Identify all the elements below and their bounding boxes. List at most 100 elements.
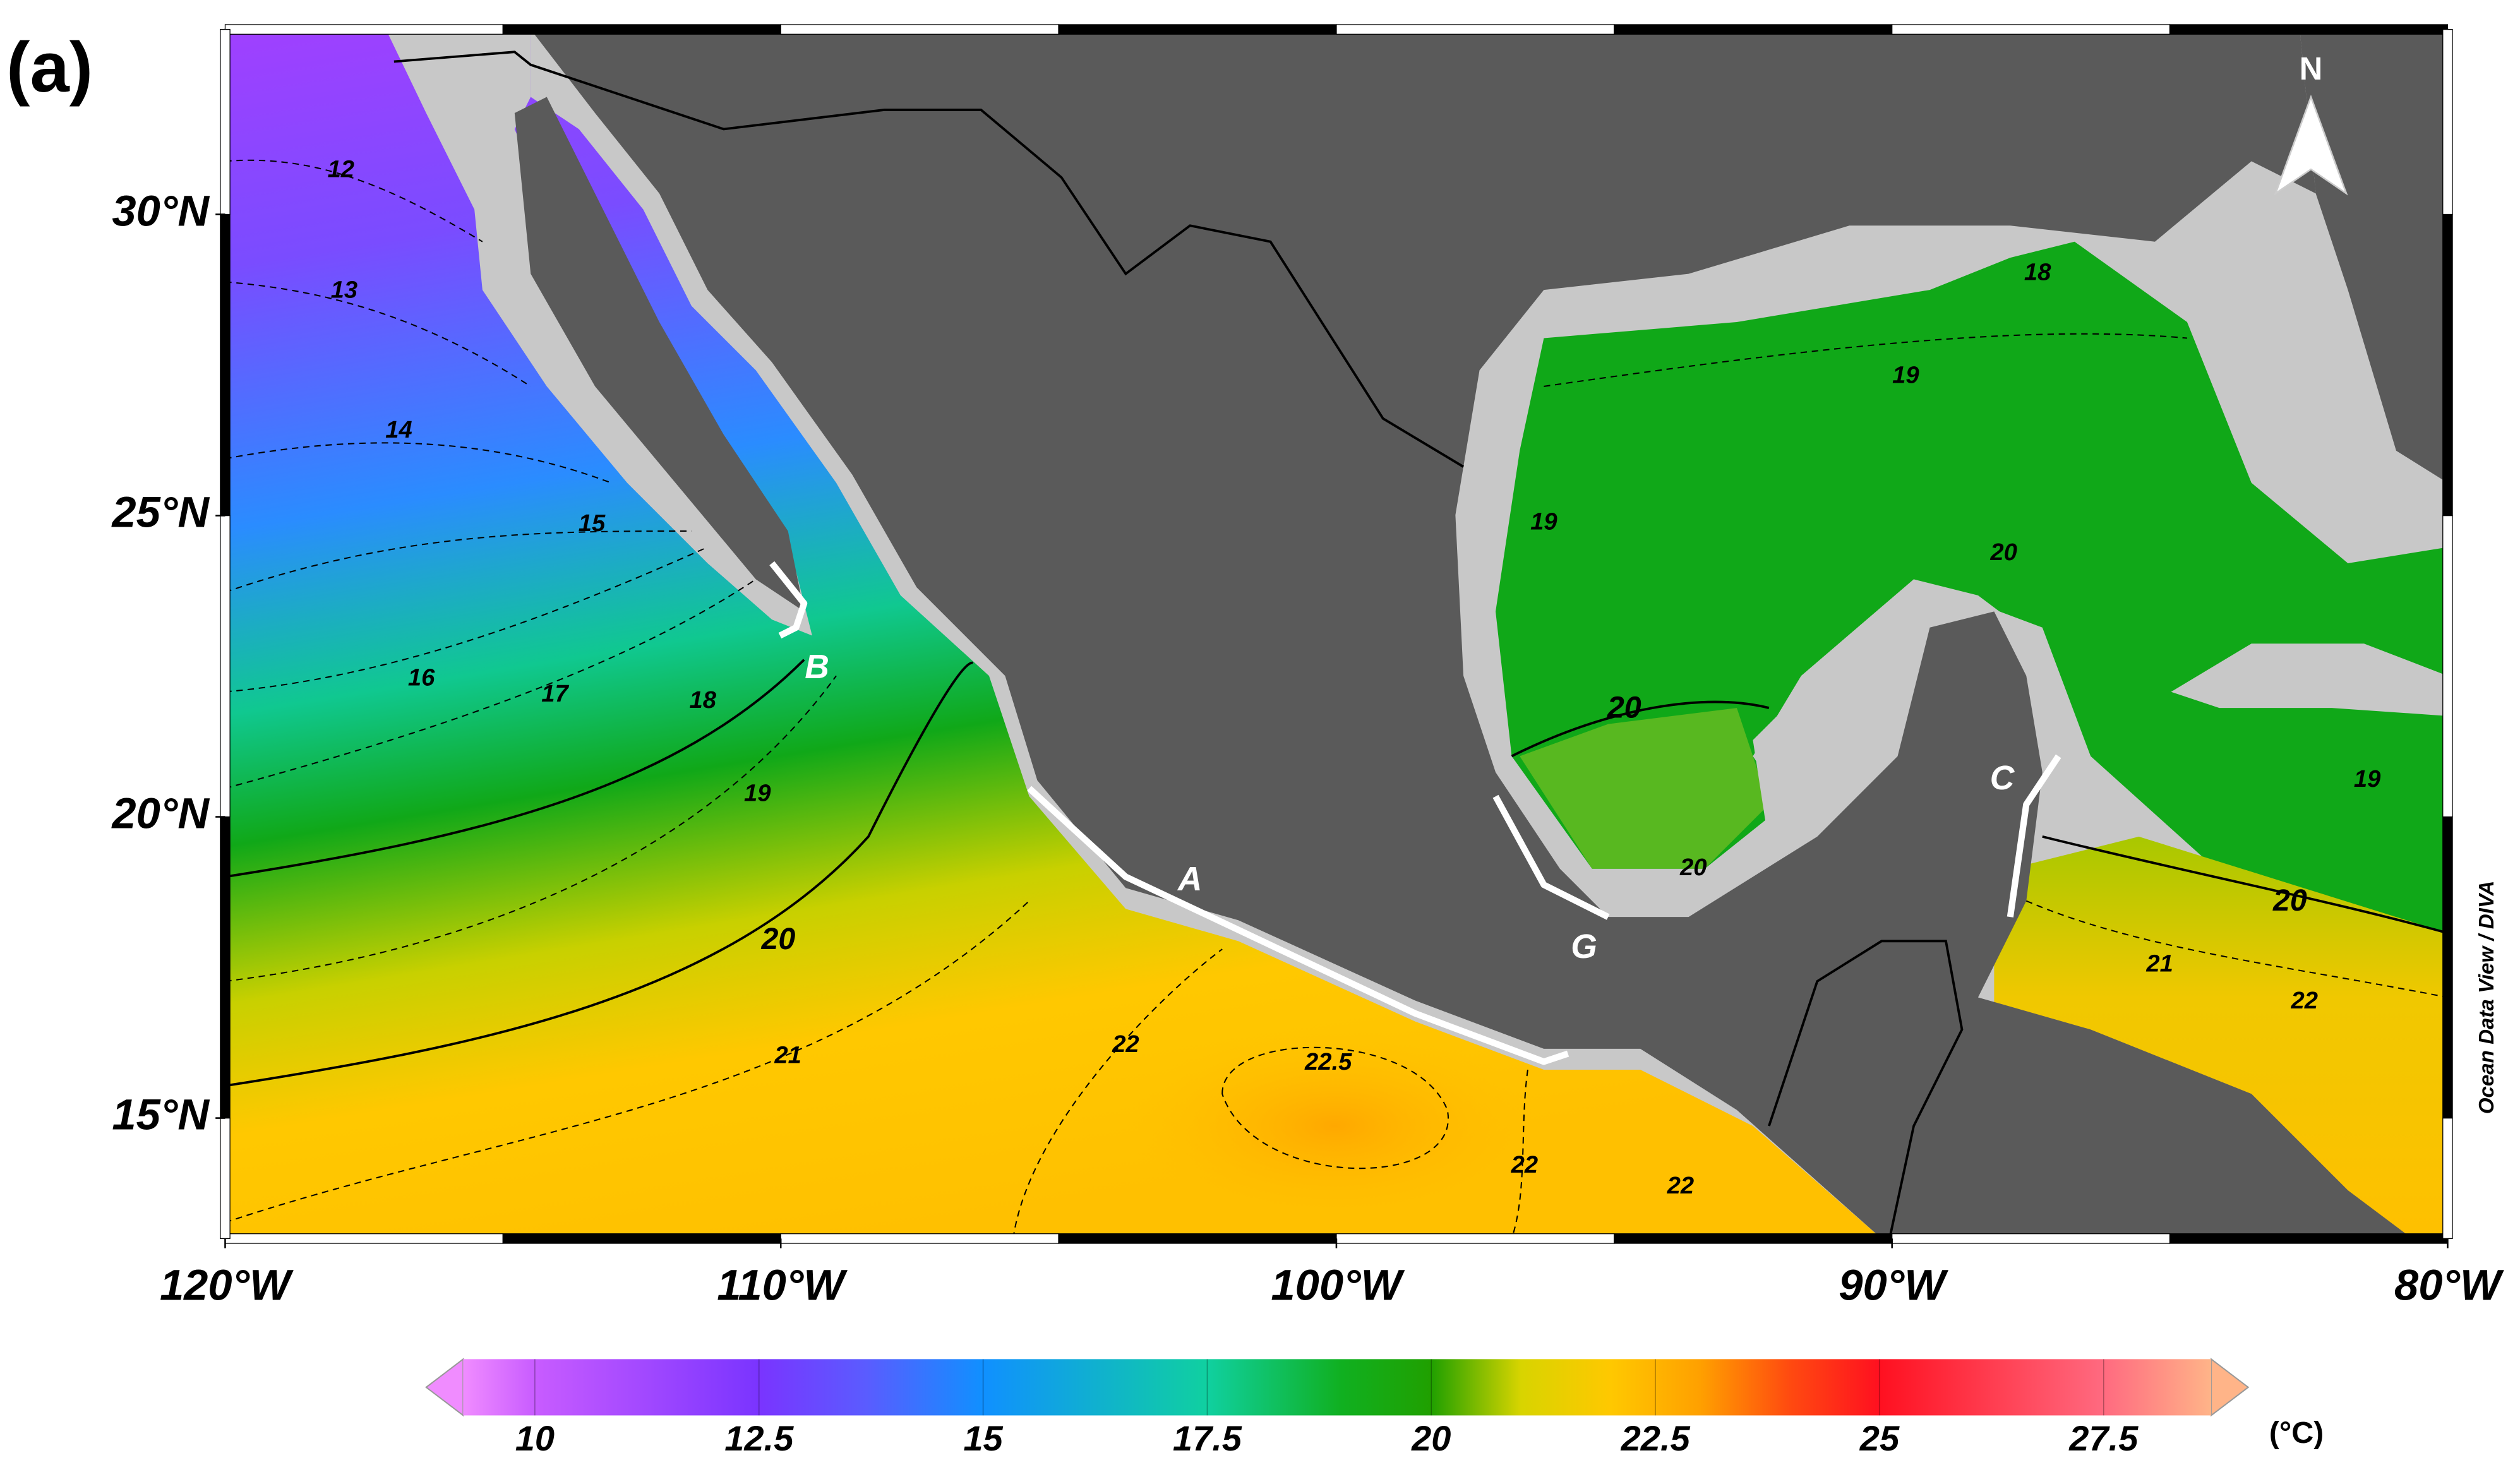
colorbar-tick-label: 17.5 — [1173, 1418, 1242, 1458]
frame-segment — [220, 515, 231, 818]
lat-tick-label: 20°N — [111, 789, 210, 838]
frame-segment — [224, 24, 503, 35]
contour-line — [225, 281, 531, 387]
transect-b — [769, 561, 808, 639]
contour-label: 12 — [328, 156, 354, 183]
lon-tick-label: 100°W — [1271, 1260, 1405, 1309]
colorbar-tick-label: 12.5 — [724, 1418, 794, 1458]
frame-segment — [2442, 28, 2453, 215]
north-arrow — [2274, 94, 2348, 196]
contour-label: 22 — [1511, 1151, 1538, 1178]
contour-label: 22 — [1667, 1172, 1694, 1199]
colorbar-tick-label: 25 — [1859, 1418, 1900, 1458]
contours — [225, 159, 2448, 1239]
contour-line — [225, 159, 483, 242]
site-label: B — [805, 649, 829, 686]
contour-label: 20 — [1989, 539, 2017, 566]
lat-tick-label: 15°N — [112, 1091, 210, 1139]
frame-segment — [220, 213, 231, 517]
north-label: N — [2300, 51, 2323, 87]
colorbar-scale — [463, 1359, 2212, 1416]
frame-segment — [220, 1117, 231, 1240]
contour-label: 20 — [760, 922, 795, 956]
lon-tick-label: 110°W — [717, 1260, 848, 1309]
contour-label: 20 — [1607, 690, 1641, 724]
frame-segment — [780, 1233, 1059, 1244]
site-label: A — [1177, 861, 1203, 898]
contour-label: 22.5 — [1304, 1048, 1352, 1075]
lon-tick-label: 120°W — [160, 1260, 294, 1309]
transect-c — [2007, 754, 2061, 918]
contour-label: 14 — [385, 416, 412, 443]
frame-segment — [2169, 1233, 2449, 1244]
colorbar-unit: (°C) — [2269, 1416, 2324, 1450]
colorbar-tick-label: 10 — [515, 1418, 555, 1458]
contour-line — [1012, 948, 1223, 1239]
contour-label: 13 — [331, 277, 357, 304]
lon-tick-label: 80°W — [2394, 1260, 2504, 1309]
contour-line — [225, 659, 805, 878]
colorbar-tick-label: 15 — [963, 1418, 1003, 1458]
contour-line — [225, 675, 837, 982]
frame-segment — [1892, 24, 2171, 35]
transect-g — [1492, 794, 1610, 920]
contour-label: 19 — [2354, 765, 2381, 792]
frame-segment — [1892, 1233, 2171, 1244]
site-label: C — [1990, 760, 2015, 797]
contour-line — [225, 442, 611, 484]
contour-line — [225, 900, 1030, 1223]
frame-segment — [1336, 1233, 1615, 1244]
contour-label: 20 — [2272, 883, 2307, 918]
warm-pool — [1125, 1029, 1544, 1223]
frame-segment — [2442, 515, 2453, 818]
contour-label: 19 — [1530, 508, 1557, 535]
contour-labels: 12 13 14 15 16 17 18 19 20 21 22 22.5 22 22 18 19 19 20 20… — [328, 156, 2382, 1199]
contour-label: 15 — [579, 510, 606, 537]
contour-label: 18 — [2024, 259, 2051, 286]
frame-segment — [1058, 24, 1337, 35]
transects — [769, 561, 2061, 1065]
lon-tick-label: 90°W — [1839, 1260, 1948, 1309]
contour-label: 19 — [1892, 362, 1919, 389]
guatemala-border — [1768, 940, 1964, 1239]
contour-label: 18 — [689, 686, 716, 714]
contour-label: 21 — [2145, 950, 2173, 978]
frame-segment — [780, 24, 1059, 35]
contour-line — [1544, 333, 2188, 387]
frame-segment — [2442, 1117, 2453, 1240]
contour-label: 22 — [2291, 987, 2318, 1014]
contour-line — [1221, 1046, 1449, 1169]
frame-segment — [220, 28, 231, 215]
frame-segment — [220, 816, 231, 1119]
transect-a — [1027, 786, 1569, 1065]
contour-line — [1511, 1069, 1528, 1239]
site-labels: B A G C — [805, 649, 2015, 966]
contour-line — [225, 530, 692, 593]
florida — [2300, 29, 2448, 483]
us-mexico-border — [393, 51, 1465, 468]
frame-segment — [2442, 213, 2453, 517]
frame-segment — [502, 1233, 781, 1244]
frame-checker — [220, 24, 2453, 1244]
contour-label: 19 — [744, 780, 771, 807]
bay-of-campeche — [1520, 708, 1769, 869]
contour-line — [1511, 700, 1770, 758]
frame-segment — [2169, 24, 2449, 35]
site-label: G — [1571, 928, 1597, 966]
credit: Ocean Data View / DIVA — [2475, 881, 2499, 1115]
panel-label: (a) — [6, 28, 93, 107]
contour-label: 20 — [1679, 854, 1707, 881]
axis-labels: 30°N 25°N 20°N 15°N 120°W 110°W 100°W 90°W 80°W — [111, 187, 2504, 1310]
frame-segment — [1614, 24, 1893, 35]
frame-segment — [224, 1233, 503, 1244]
contour-label: 16 — [408, 664, 435, 691]
cuba — [2171, 643, 2448, 716]
colorbar-tick-label: 27.5 — [2068, 1418, 2139, 1458]
frame-segment — [1058, 1233, 1337, 1244]
contour-line — [225, 546, 708, 693]
land — [531, 29, 2413, 1239]
contour-label: 21 — [774, 1042, 801, 1069]
colorbar-tick-label: 20 — [1411, 1418, 1451, 1458]
colorbar-over-arrow — [2211, 1358, 2250, 1417]
